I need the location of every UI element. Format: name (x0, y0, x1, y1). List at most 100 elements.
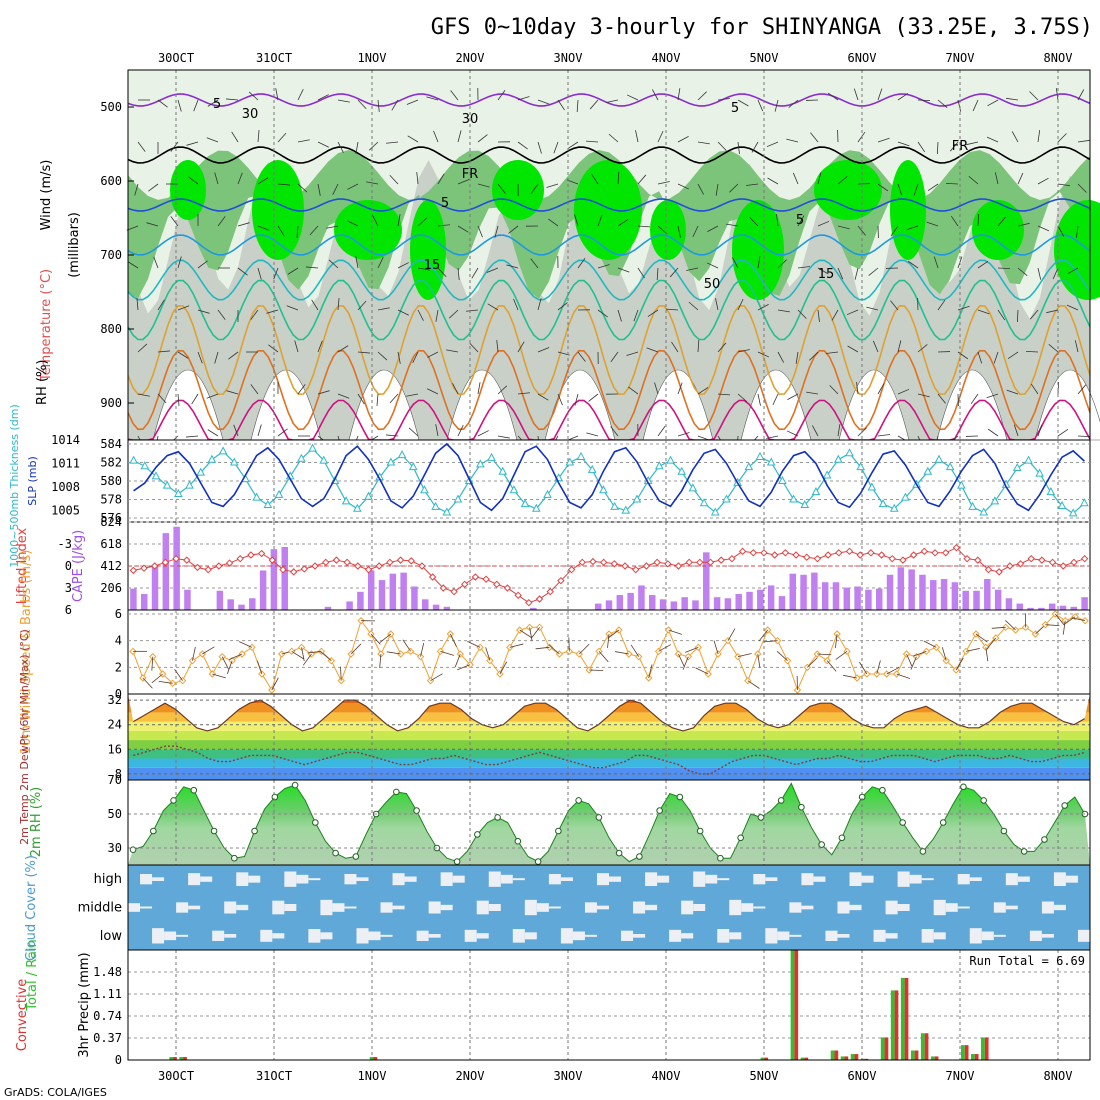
cloud-cell (921, 878, 934, 881)
wind-barb (677, 432, 690, 437)
cape-bar (681, 597, 688, 610)
cloud-cell (248, 875, 261, 883)
ylabel-cloud: Cloud Cover (%) (24, 855, 39, 961)
rh-point (879, 786, 886, 794)
cape-bar (778, 596, 786, 610)
wind-barb (772, 393, 779, 406)
wind-barb (326, 225, 339, 229)
lifted-point (728, 554, 736, 563)
wind-barb (271, 677, 279, 691)
wind-barb (1052, 267, 1059, 280)
date-label-top: 5NOV (750, 51, 779, 65)
contour-label: FR (462, 167, 479, 182)
cloud-cell (320, 899, 333, 916)
cape-bar (767, 585, 775, 610)
cape-bar (908, 569, 915, 610)
cloud-cell (188, 905, 201, 910)
cape-bar (389, 573, 397, 610)
lifted-point (952, 543, 961, 552)
cloud-cell (1041, 901, 1054, 914)
wind-barb (695, 667, 709, 675)
wind-barb (682, 656, 689, 670)
wind-barb (857, 225, 866, 236)
thickness-point (845, 448, 854, 457)
lifted-point (557, 576, 565, 585)
wind-barb (972, 99, 979, 112)
wind-barb (517, 392, 530, 395)
cloud-cell (356, 928, 369, 944)
rh-point (717, 854, 724, 862)
rh-grey-band (128, 160, 1090, 440)
cloud-cell (320, 932, 333, 940)
lifted-point (471, 573, 480, 581)
run-total-label: Run Total = 6.69 (969, 954, 1085, 968)
ylabel-rh2m: 2m RH (%) (29, 787, 44, 858)
wind-barb (237, 267, 248, 276)
cloud-cell (753, 874, 766, 885)
cape-bar (249, 598, 256, 610)
cape-bar (746, 591, 753, 610)
cape-bar (930, 580, 937, 610)
cloud-cell (140, 906, 153, 909)
lifted-point (439, 584, 448, 592)
wind-tick-label: 2 (115, 660, 122, 674)
wind-barb (866, 306, 879, 311)
wind-barb (174, 668, 183, 681)
wind-barb (589, 99, 599, 110)
wind-barb (430, 673, 443, 682)
contour-label: 15 (818, 267, 835, 282)
wind-barb (927, 183, 939, 192)
cloud-cell (260, 929, 273, 942)
wind-barb (446, 349, 459, 353)
cape-bar (378, 580, 386, 610)
wind-barb (355, 141, 359, 154)
rh-point (150, 827, 157, 835)
wind-barb (1062, 620, 1066, 635)
lifted-point (963, 554, 971, 563)
rh-point (555, 827, 562, 835)
thickness-point (576, 451, 586, 460)
wind-barb (859, 661, 868, 675)
wind-barb (557, 302, 568, 311)
cloud-cell (693, 871, 706, 887)
lifted-point (931, 549, 939, 557)
thickness-point (1035, 468, 1044, 477)
wind-barb (658, 644, 672, 652)
cloud-cell (801, 873, 814, 886)
wind-barb (397, 309, 409, 316)
rh-point (494, 814, 501, 821)
wind-barb (294, 340, 299, 353)
wind-speed-point (724, 636, 732, 645)
wind-barb (486, 267, 499, 273)
wind-barb (827, 92, 839, 101)
wind-barb (137, 393, 150, 397)
wind-barb (151, 656, 154, 671)
wind-barb (1067, 267, 1079, 275)
cloud-cell (1041, 934, 1054, 938)
wind-barb (937, 99, 948, 109)
wind-barb (792, 172, 799, 185)
wind-barb (237, 222, 250, 227)
temp-tick-label: 32 (108, 693, 122, 707)
rh-point (696, 827, 704, 835)
cape-bar (443, 606, 451, 610)
wind-barb (1037, 424, 1043, 437)
cloud-cell (957, 906, 970, 909)
cape-bar (432, 604, 440, 610)
precip-convective-bar (844, 1056, 849, 1060)
thickness-point (654, 461, 664, 470)
wind-speed-point (664, 626, 673, 634)
wind-barb (586, 140, 599, 143)
wind-barb (835, 651, 848, 660)
wind-barb (617, 309, 622, 322)
cape-bar (670, 601, 678, 610)
thickness-point (196, 467, 206, 476)
wind-barb (610, 351, 619, 362)
precip-total-bar (790, 950, 795, 1060)
cloud-cell (272, 900, 285, 915)
wind-barb (776, 651, 788, 661)
wind-barb (435, 309, 439, 322)
lifted-point (215, 562, 223, 570)
wind-barb (997, 309, 1006, 321)
wind-barb (656, 267, 659, 280)
